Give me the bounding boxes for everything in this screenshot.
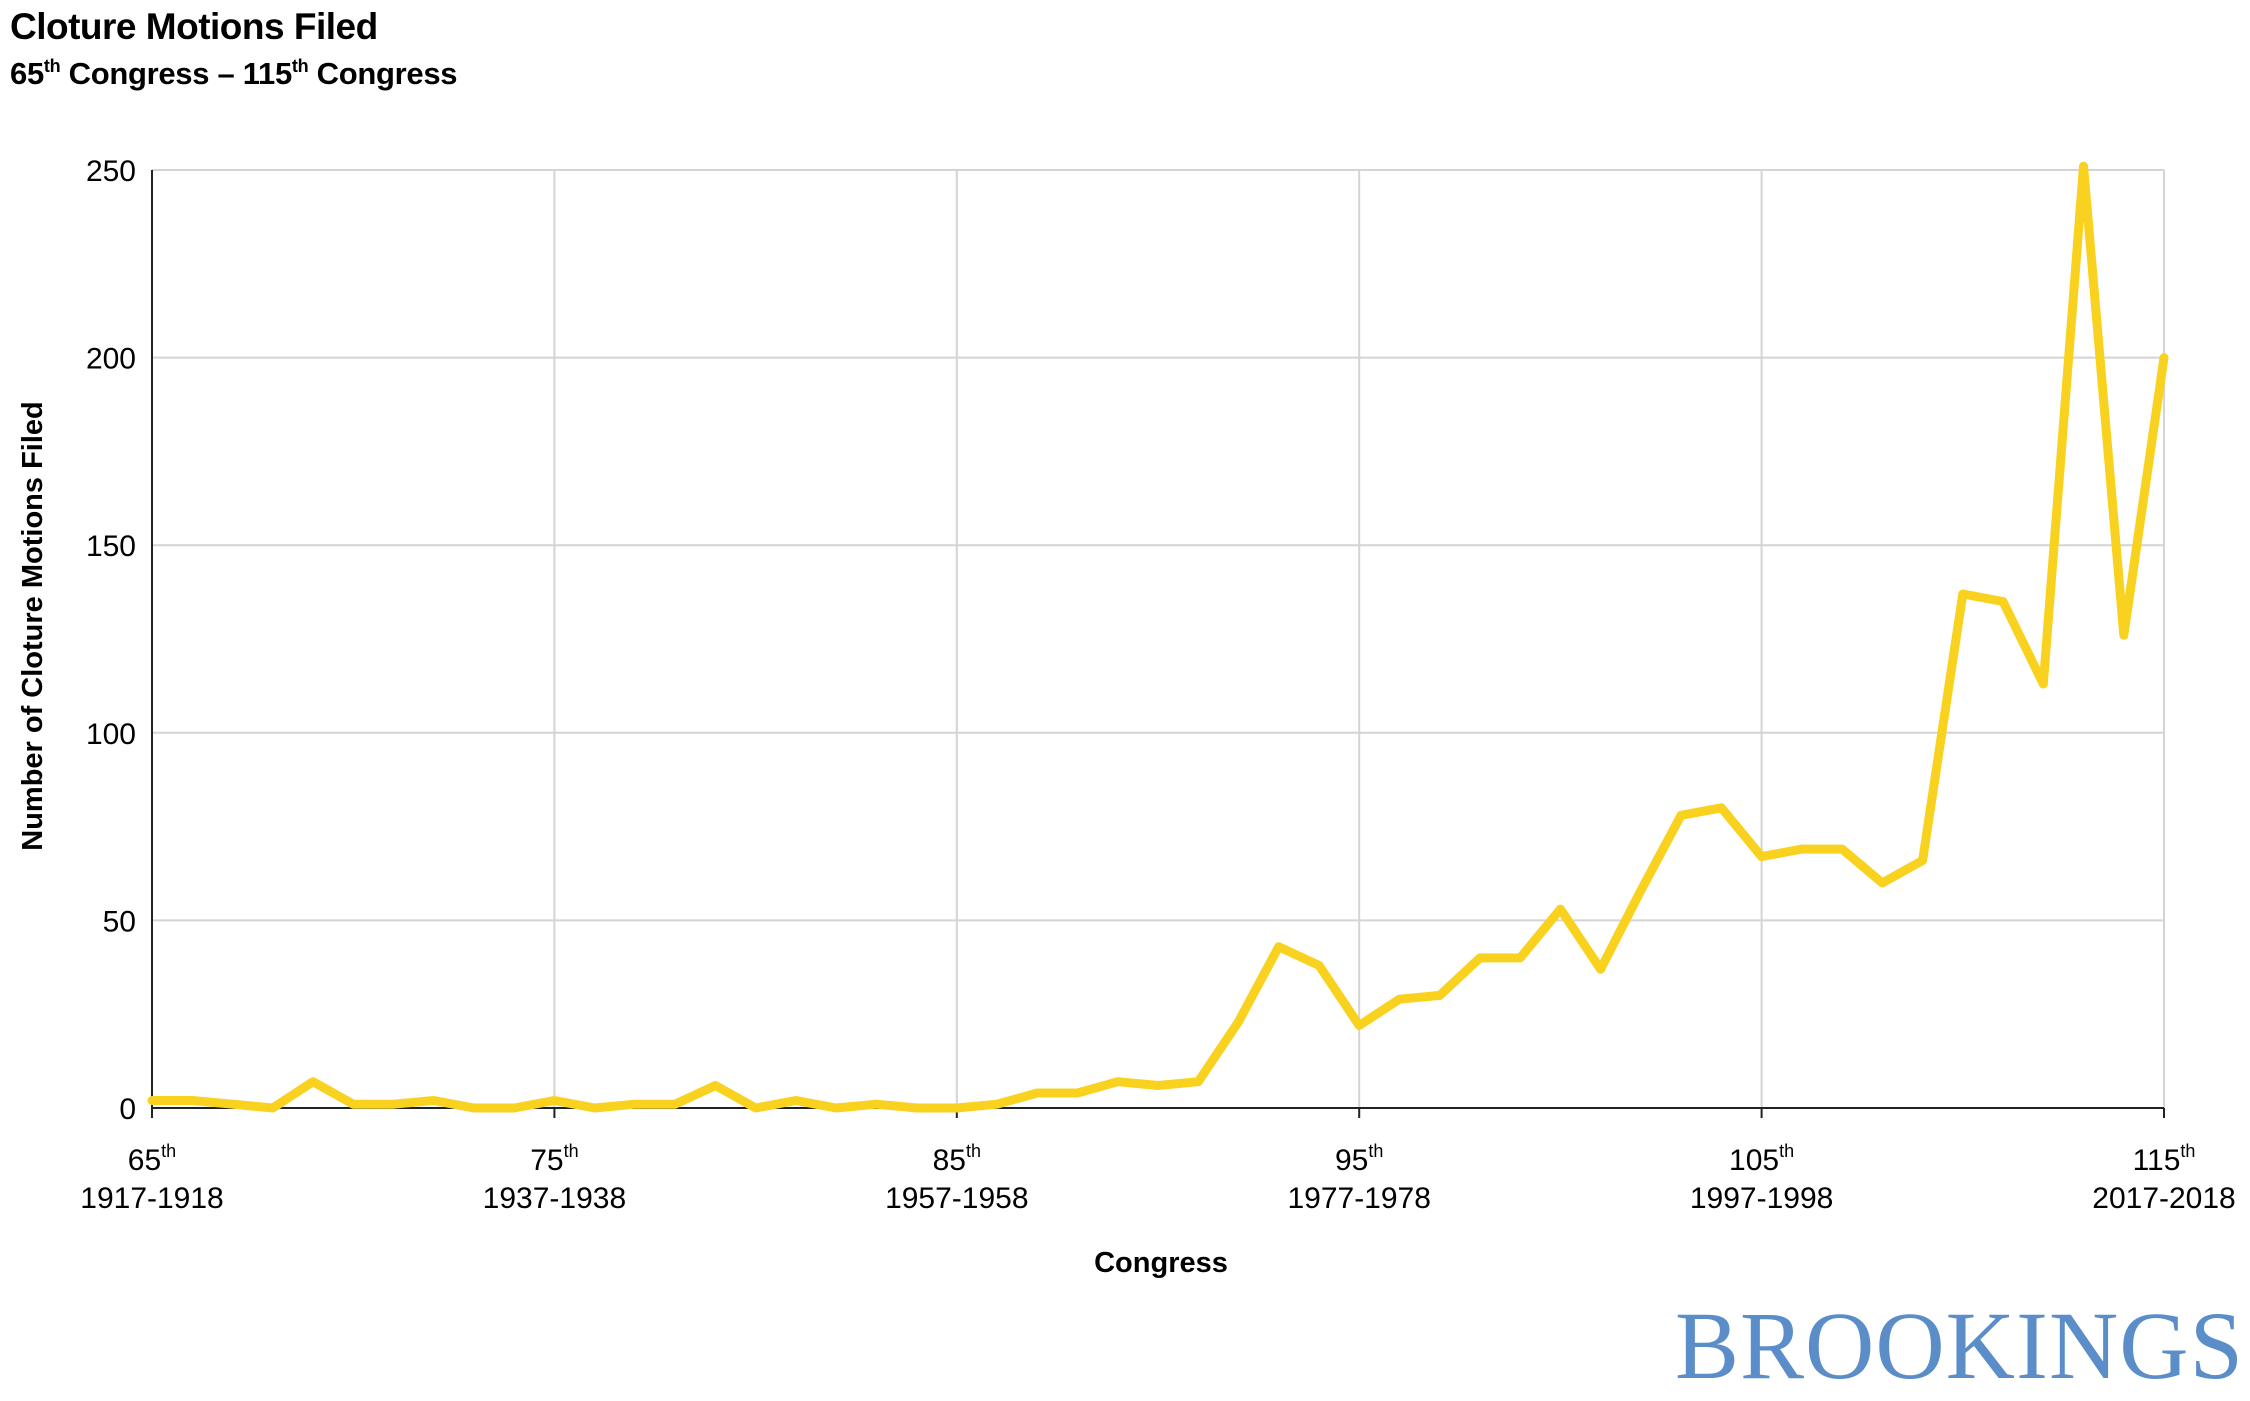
y-axis-ticks: 0 50 100 150 200 250	[86, 155, 136, 1126]
x-tick-num: 65	[128, 1144, 161, 1177]
series-line-cloture-motions	[152, 166, 2164, 1108]
gridlines	[152, 170, 2164, 1108]
series-points	[152, 166, 2164, 1108]
x-tick-sup: th	[1779, 1141, 1794, 1161]
x-tick-num: 105	[1729, 1144, 1779, 1177]
x-tick-num: 85	[933, 1144, 966, 1177]
y-tick-label: 0	[119, 1093, 136, 1126]
y-tick-label: 150	[86, 530, 136, 563]
x-tick-num: 95	[1335, 1144, 1368, 1177]
x-tick-years: 1997-1998	[1690, 1182, 1833, 1215]
x-tick-sup: th	[161, 1141, 176, 1161]
x-tick-num: 75	[530, 1144, 563, 1177]
y-tick-label: 250	[86, 155, 136, 188]
x-tick-sup: th	[2180, 1141, 2195, 1161]
x-tick-label: 65th	[128, 1141, 176, 1177]
x-tick-years: 1977-1978	[1287, 1182, 1430, 1215]
x-tick-years: 2017-2018	[2092, 1182, 2235, 1215]
x-tick-years: 1937-1938	[483, 1182, 626, 1215]
x-tick-years: 1917-1918	[80, 1182, 223, 1215]
y-axis-label: Number of Cloture Motions Filed	[17, 401, 49, 851]
x-tick-label: 115th	[2133, 1141, 2196, 1177]
x-tick-years: 1957-1958	[885, 1182, 1028, 1215]
y-tick-label: 200	[86, 343, 136, 376]
y-tick-label: 100	[86, 718, 136, 751]
x-tick-label: 85th	[933, 1141, 981, 1177]
x-tick-num: 115	[2133, 1144, 2181, 1177]
x-tick-label: 75th	[530, 1141, 578, 1177]
brookings-logo: BROOKINGS	[1675, 1290, 2244, 1401]
x-tick-sup: th	[564, 1141, 579, 1161]
x-tick-label: 105th	[1729, 1141, 1794, 1177]
x-tick-sup: th	[966, 1141, 981, 1161]
x-tick-sup: th	[1368, 1141, 1383, 1161]
x-tick-label: 95th	[1335, 1141, 1383, 1177]
x-axis-label: Congress	[1094, 1247, 1228, 1279]
x-axis-ticks: 65th1917-191875th1937-193885th1957-19589…	[80, 1108, 2235, 1215]
y-tick-label: 50	[103, 905, 136, 938]
